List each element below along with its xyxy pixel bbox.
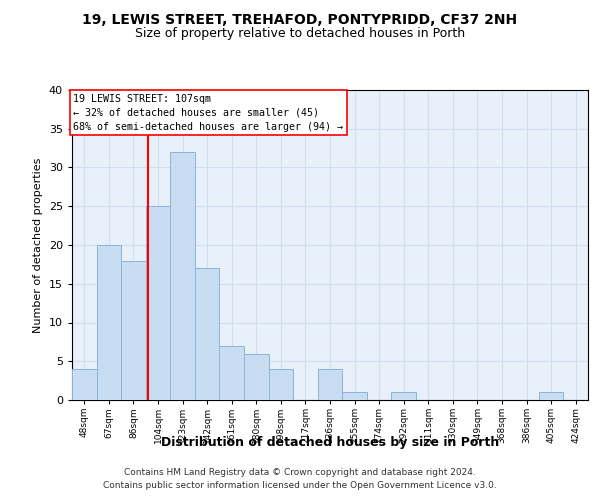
- Bar: [72, 369, 97, 400]
- Bar: [269, 369, 293, 400]
- Bar: [539, 392, 563, 400]
- Bar: [121, 260, 146, 400]
- Bar: [146, 206, 170, 400]
- Text: 19, LEWIS STREET, TREHAFOD, PONTYPRIDD, CF37 2NH: 19, LEWIS STREET, TREHAFOD, PONTYPRIDD, …: [82, 12, 518, 26]
- Text: 19 LEWIS STREET: 107sqm
← 32% of detached houses are smaller (45)
68% of semi-de: 19 LEWIS STREET: 107sqm ← 32% of detache…: [73, 94, 343, 132]
- Text: Contains public sector information licensed under the Open Government Licence v3: Contains public sector information licen…: [103, 480, 497, 490]
- Bar: [342, 392, 367, 400]
- Text: Contains HM Land Registry data © Crown copyright and database right 2024.: Contains HM Land Registry data © Crown c…: [124, 468, 476, 477]
- Bar: [244, 354, 269, 400]
- Bar: [170, 152, 195, 400]
- Bar: [220, 346, 244, 400]
- Y-axis label: Number of detached properties: Number of detached properties: [33, 158, 43, 332]
- Bar: [318, 369, 342, 400]
- Text: Size of property relative to detached houses in Porth: Size of property relative to detached ho…: [135, 28, 465, 40]
- Bar: [195, 268, 220, 400]
- Text: Distribution of detached houses by size in Porth: Distribution of detached houses by size …: [161, 436, 499, 449]
- Bar: [391, 392, 416, 400]
- Bar: [97, 245, 121, 400]
